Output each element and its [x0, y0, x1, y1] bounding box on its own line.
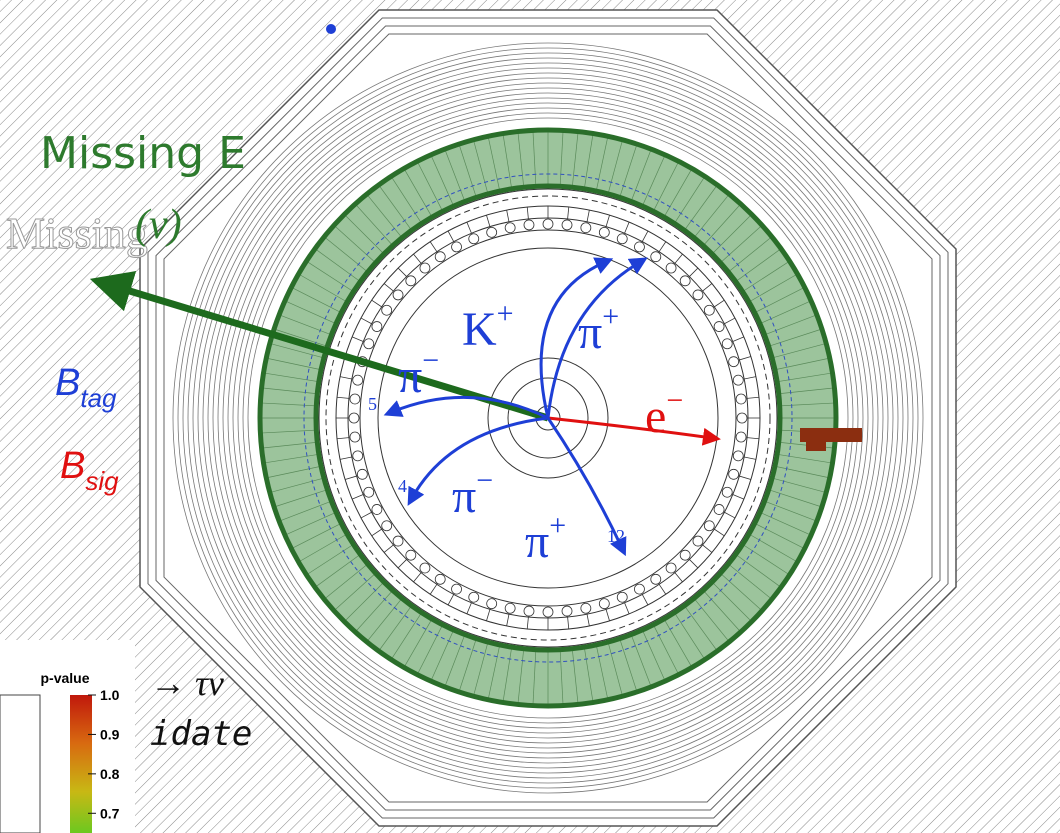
particle: K [462, 303, 497, 356]
b-tag-sub: tag [80, 383, 117, 413]
candidate-label: idate [150, 714, 252, 754]
particle: e [645, 390, 666, 443]
charge: + [497, 297, 514, 330]
decay-label: → τν [150, 663, 224, 703]
b-sig-base: B [60, 445, 85, 487]
b-sig-sub: sig [85, 466, 119, 496]
charge: − [476, 464, 493, 497]
colorbar-tick-label: 0.9 [100, 726, 120, 742]
b-tag-base: B [55, 362, 80, 404]
charge: + [549, 509, 566, 542]
ghost-label: Missing [6, 209, 148, 258]
track-id: 5 [368, 394, 377, 414]
calorimeter-hit [800, 428, 862, 442]
particle: π [525, 515, 549, 568]
colorbar [70, 695, 92, 833]
colorbar-tick-label: 0.8 [100, 766, 120, 782]
track-id: 4 [398, 476, 407, 496]
event-display: Missing Missing E (ν) Btag Bsig → τν ida… [0, 0, 1060, 833]
charge: + [602, 300, 619, 333]
charge: − [422, 344, 439, 377]
colorbar-tick-label: 0.7 [100, 805, 120, 821]
calorimeter-hit [806, 442, 826, 451]
charge: − [666, 384, 683, 417]
particle: π [398, 350, 422, 403]
track-id: 12 [607, 526, 625, 546]
missing-energy-label: Missing E [40, 128, 246, 179]
neutrino-label: (ν) [135, 202, 182, 248]
particle: π [452, 470, 476, 523]
colorbar-tick-label: 1.0 [100, 687, 120, 703]
hit-dot [326, 24, 336, 34]
colorbar-title: p-value [40, 670, 89, 686]
particle: π [578, 306, 602, 359]
colorbar-panel: p-value 1.0 0.9 0.8 0.7 [0, 640, 135, 833]
